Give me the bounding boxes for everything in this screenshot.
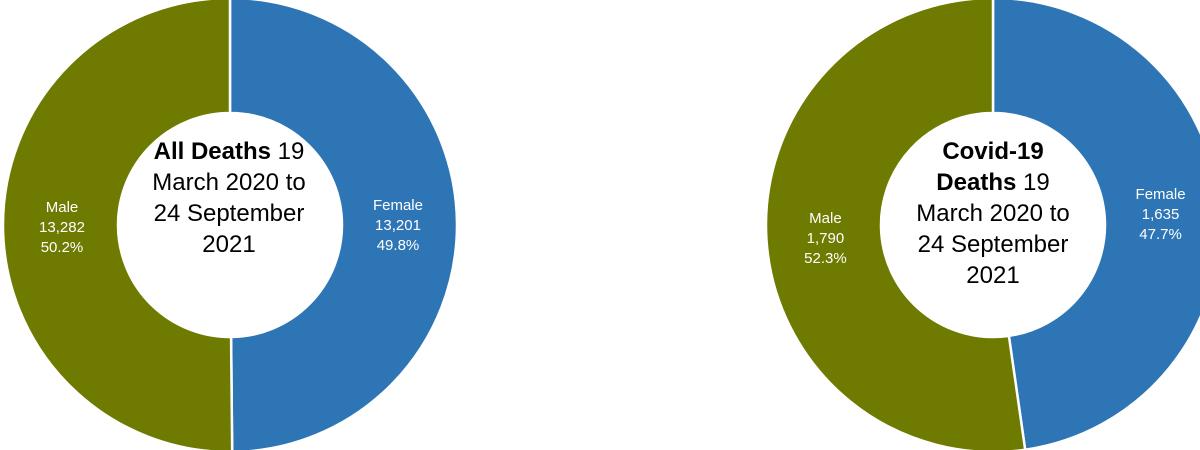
chart-1-label-male: Male 13,282 50.2% [39,199,85,256]
chart-2-title-bold: Covid-19 Deaths [936,138,1044,196]
chart-1-center-hole [118,113,342,337]
chart-2-center-title: Covid-19 Deaths 19 March 2020 to 24 Sept… [903,136,1083,291]
chart-1-center-title: All Deaths 19 March 2020 to 24 September… [144,136,314,260]
chart-2-center-hole [881,113,1105,337]
chart-2-label-male: Male 1,790 52.3% [804,210,847,267]
chart-1-label-female: Female 13,201 49.8% [373,197,423,254]
chart-2-label-female: Female 1,635 47.7% [1136,186,1186,243]
chart-1-title-rest: 19 March 2020 to 24 September 2021 [152,138,306,258]
chart-1-title-bold: All Deaths [153,138,271,165]
chart-2-title-rest: 19 March 2020 to 24 September 2021 [916,169,1070,289]
